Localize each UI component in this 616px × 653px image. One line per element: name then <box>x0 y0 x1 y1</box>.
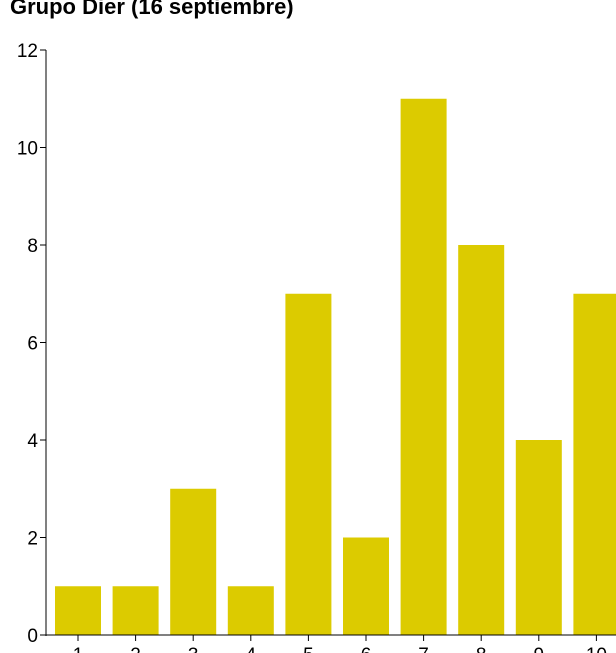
y-tick-label-10: 10 <box>17 139 38 160</box>
y-tick-label-4: 4 <box>27 431 38 452</box>
bar-7 <box>400 98 447 635</box>
bar-8 <box>458 245 505 635</box>
x-tick-label-7: 7 <box>418 645 429 653</box>
bar-9 <box>515 440 562 635</box>
x-tick-label-8: 8 <box>476 645 487 653</box>
x-tick-label-4: 4 <box>246 645 257 653</box>
x-tick-label-3: 3 <box>188 645 199 653</box>
x-tick-label-9: 9 <box>534 645 545 653</box>
x-tick-label-5: 5 <box>303 645 314 653</box>
bar-6 <box>343 537 389 635</box>
axes-group: 02468101212345678910 <box>17 41 616 653</box>
y-tick-label-2: 2 <box>27 529 38 550</box>
y-tick-label-0: 0 <box>27 626 38 647</box>
bar-3 <box>170 488 217 635</box>
bar-10 <box>573 293 616 635</box>
bars-group <box>55 98 616 635</box>
x-tick-label-1: 1 <box>73 645 84 653</box>
y-tick-label-8: 8 <box>27 236 38 257</box>
bar-1 <box>55 586 101 635</box>
bar-4 <box>227 586 274 635</box>
x-tick-label-6: 6 <box>361 645 372 653</box>
chart-title: Grupo Dier (16 septiembre) <box>10 0 294 19</box>
bar-2 <box>112 586 159 635</box>
y-tick-label-12: 12 <box>17 41 38 62</box>
y-tick-label-6: 6 <box>27 334 38 355</box>
x-tick-label-10: 10 <box>586 645 607 653</box>
x-tick-label-2: 2 <box>130 645 141 653</box>
bar-5 <box>285 293 332 635</box>
